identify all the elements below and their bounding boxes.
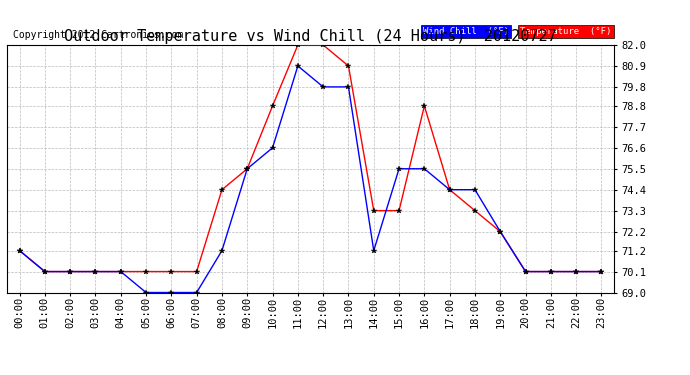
Title: Outdoor Temperature vs Wind Chill (24 Hours)  20120727: Outdoor Temperature vs Wind Chill (24 Ho… <box>64 29 557 44</box>
Text: Temperature  (°F): Temperature (°F) <box>520 27 611 36</box>
Text: Copyright 2012 Cartronics.com: Copyright 2012 Cartronics.com <box>13 30 184 40</box>
Text: Wind Chill  (°F): Wind Chill (°F) <box>423 27 509 36</box>
